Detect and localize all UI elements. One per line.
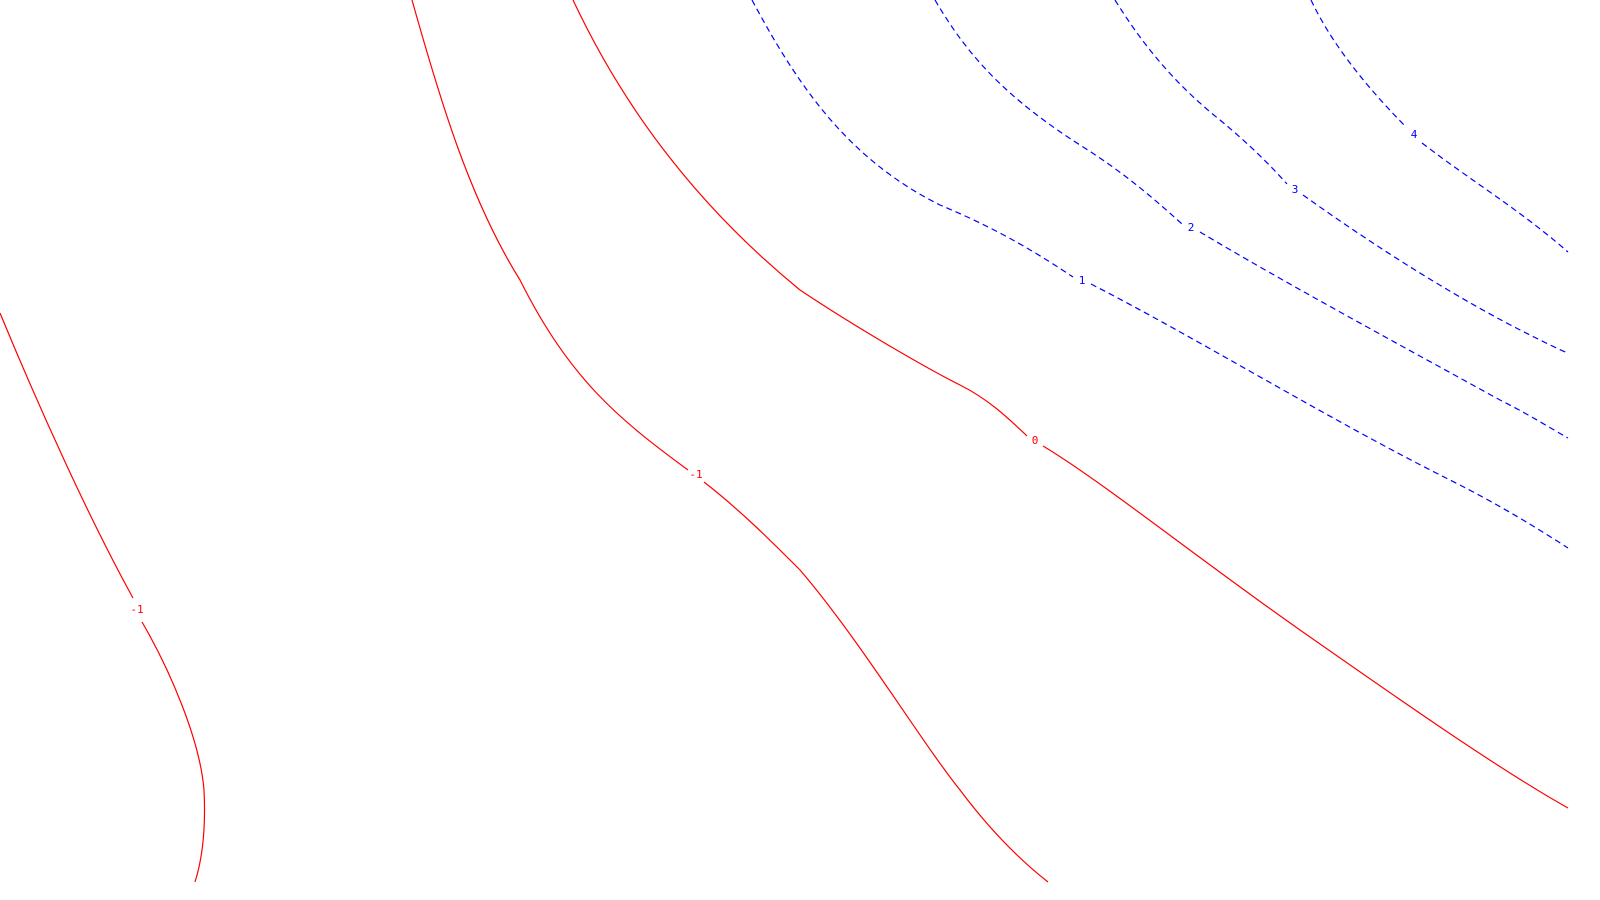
contour-line-neg-1-west	[0, 312, 206, 883]
contour-label-neg-1-west: -1	[130, 603, 143, 616]
contour-line-pos-2	[934, 0, 1569, 439]
contour-labels: -1 -1 0 1 2 3 4	[130, 128, 1417, 616]
contour-lines	[0, 0, 1569, 883]
contour-label-neg-1-central: -1	[689, 468, 702, 481]
contour-line-neg-1-central	[411, 0, 1049, 883]
contour-line-zero	[572, 0, 1569, 809]
contour-line-pos-1	[751, 0, 1569, 549]
contour-label-pos-4: 4	[1411, 128, 1418, 141]
contour-line-pos-4	[1310, 0, 1569, 253]
contour-label-pos-3: 3	[1292, 183, 1299, 196]
contour-label-pos-1: 1	[1079, 274, 1086, 287]
contour-label-zero: 0	[1032, 434, 1039, 447]
contour-label-pos-2: 2	[1188, 221, 1195, 234]
contour-line-pos-3	[1114, 0, 1569, 354]
